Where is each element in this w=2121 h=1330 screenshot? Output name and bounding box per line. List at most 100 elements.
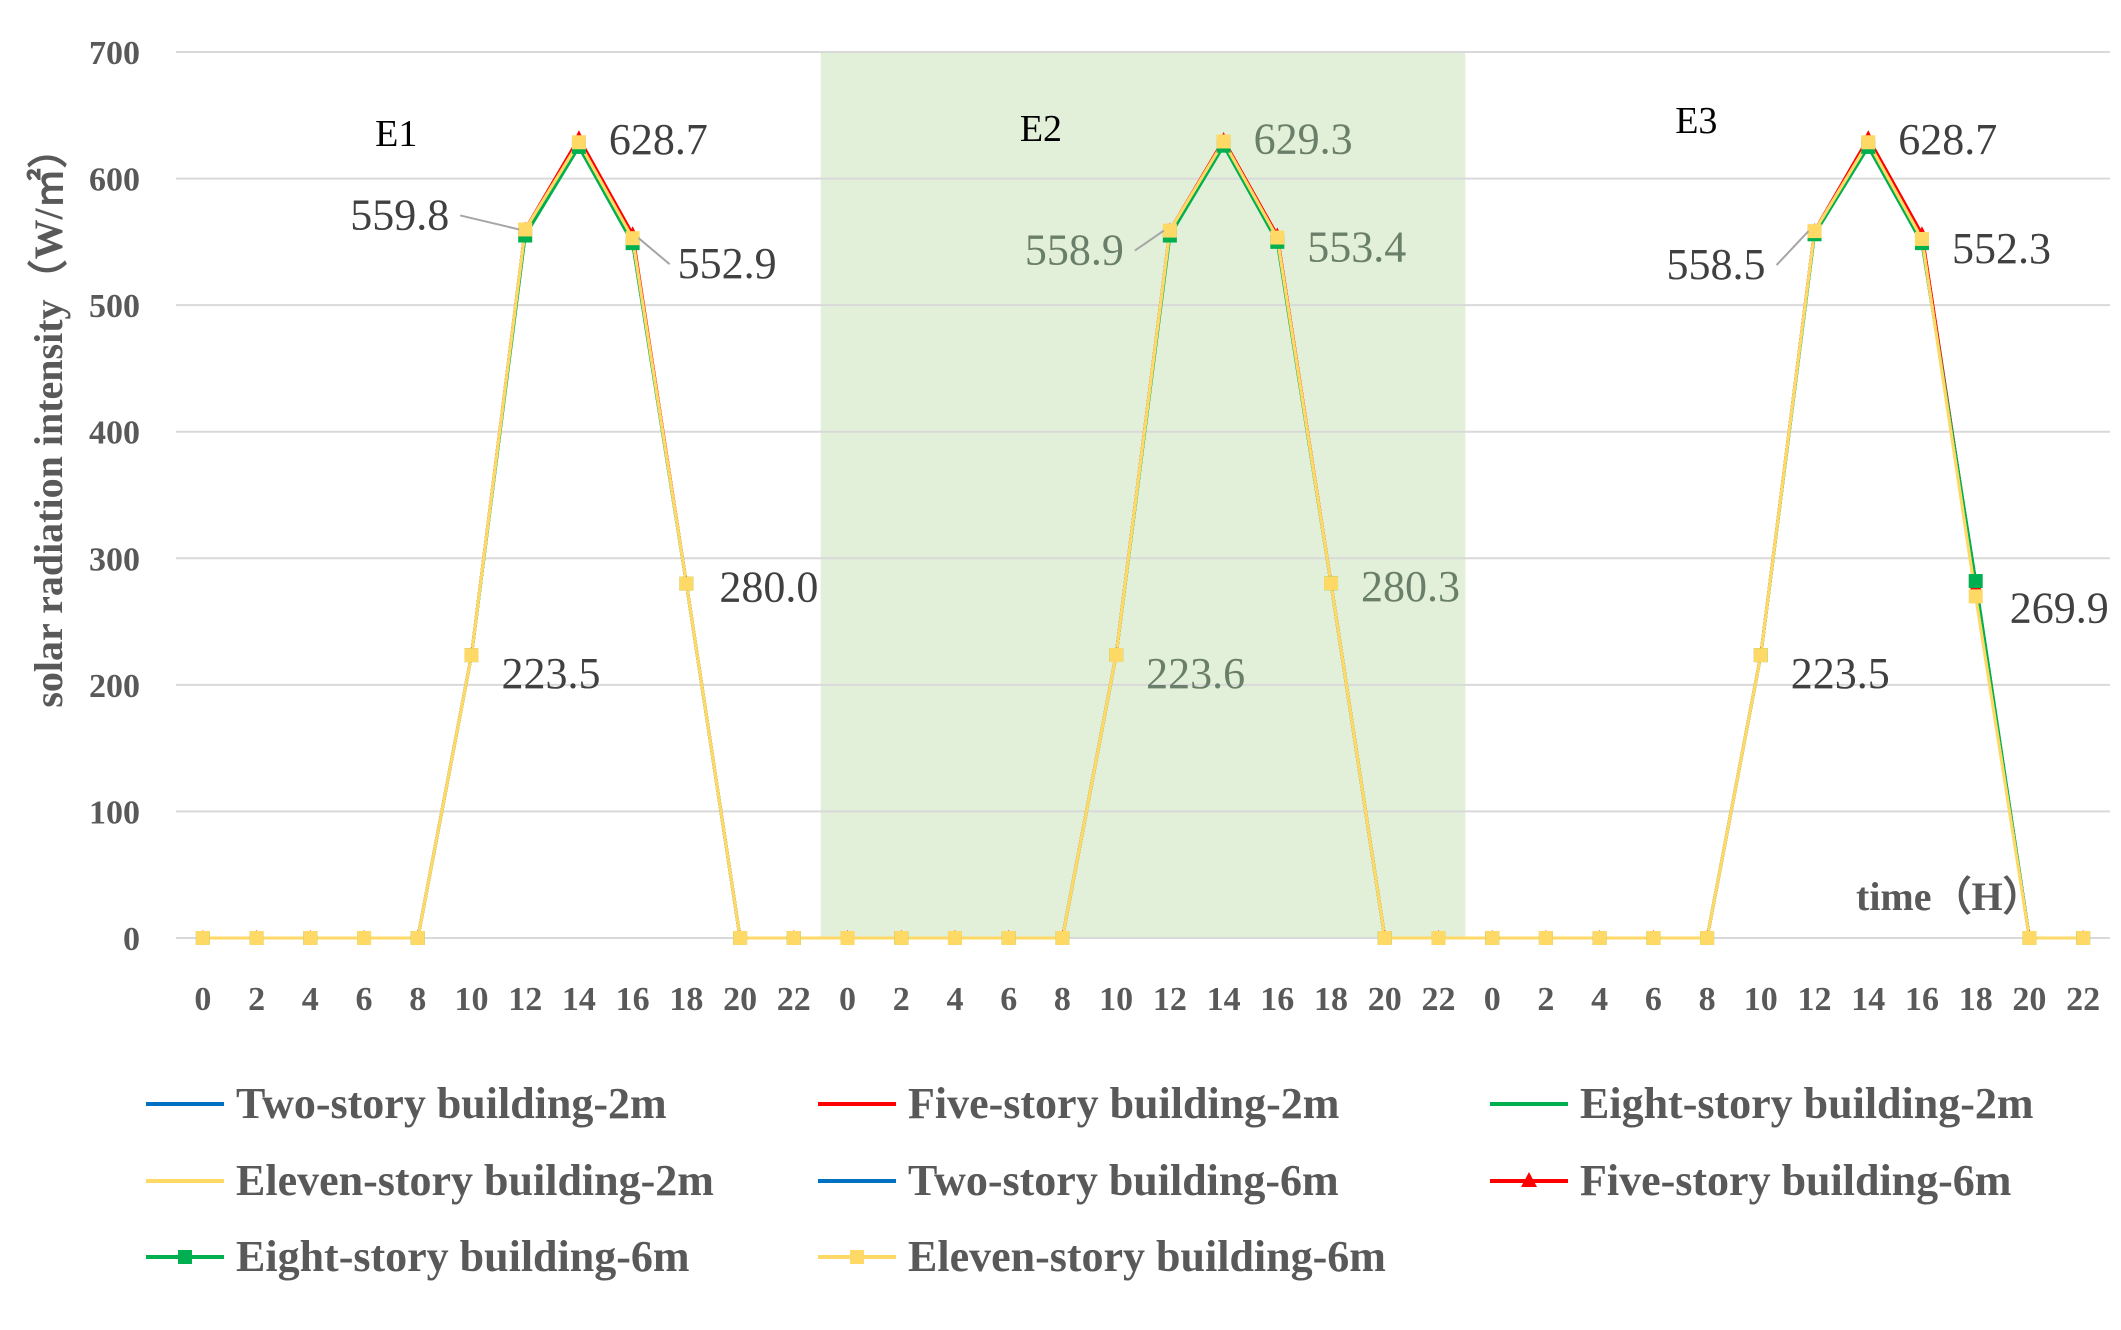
data-label: 558.9: [1025, 226, 1124, 275]
x-tick-label: 16: [1905, 981, 1939, 1018]
data-point: [1055, 931, 1070, 945]
x-tick-label: 2: [248, 981, 265, 1018]
x-tick-label: 6: [1000, 981, 1017, 1018]
data-point: [1700, 931, 1715, 945]
x-tick-label: 16: [1260, 981, 1294, 1018]
data-label: 269.9: [2010, 583, 2109, 632]
x-axis-title: time（H）: [1856, 874, 2043, 919]
x-tick-label: 18: [669, 981, 703, 1018]
data-point: [1646, 931, 1661, 945]
x-tick-label: 2: [893, 981, 910, 1018]
legend-label: Five-story building-6m: [1580, 1156, 2011, 1205]
data-point: [2022, 931, 2037, 945]
data-point: [840, 931, 855, 945]
legend-label: Eleven-story building-6m: [908, 1232, 1386, 1281]
data-point: [1001, 931, 1016, 945]
legend-item: Eight-story building-2m: [1490, 1079, 2034, 1128]
data-point: [195, 931, 210, 945]
data-label: 629.3: [1254, 114, 1353, 163]
data-point: [1968, 574, 1983, 589]
x-tick-label: 12: [1153, 981, 1187, 1018]
data-point: [1216, 134, 1231, 149]
x-tick-label: 4: [302, 981, 319, 1018]
data-point: [1324, 576, 1339, 591]
y-tick-label: 600: [89, 162, 140, 199]
data-point: [1861, 135, 1876, 150]
x-tick-label: 10: [1744, 981, 1778, 1018]
x-tick-label: 18: [1959, 981, 1993, 1018]
legend-item: Eight-story building-6m: [146, 1232, 690, 1281]
legend-item: Two-story building-2m: [146, 1079, 667, 1128]
x-tick-label: 4: [946, 981, 963, 1018]
x-tick-label: 14: [562, 981, 596, 1018]
data-point: [1592, 931, 1607, 945]
legend-marker: [1521, 1172, 1537, 1187]
legend-label: Two-story building-6m: [908, 1156, 1339, 1205]
label-leader-line: [1775, 230, 1810, 266]
data-label: 223.6: [1146, 649, 1245, 698]
data-point: [1109, 647, 1124, 662]
x-tick-label: 22: [1421, 981, 1455, 1018]
data-label: 628.7: [609, 115, 708, 164]
x-tick-label: 20: [1368, 981, 1402, 1018]
data-point: [1538, 931, 1553, 945]
data-point: [894, 931, 909, 945]
y-tick-label: 200: [89, 668, 140, 705]
data-point: [518, 222, 533, 237]
panel-label-e3: E3: [1675, 100, 1717, 142]
data-label: 552.3: [1952, 224, 2051, 273]
legend-item: Five-story building-2m: [818, 1079, 1339, 1128]
data-point: [733, 931, 748, 945]
data-point: [357, 931, 372, 945]
x-tick-label: 4: [1591, 981, 1608, 1018]
data-point: [410, 931, 425, 945]
legend-item: Eleven-story building-2m: [146, 1156, 714, 1205]
legend-label: Five-story building-2m: [908, 1079, 1339, 1128]
data-point: [303, 931, 318, 945]
legend-marker: [178, 1250, 192, 1264]
data-label: 552.9: [678, 239, 777, 288]
x-tick-label: 12: [508, 981, 542, 1018]
data-point: [786, 931, 801, 945]
x-tick-label: 10: [454, 981, 488, 1018]
data-point: [1270, 230, 1285, 245]
data-label: 553.4: [1307, 223, 1406, 272]
data-point: [1485, 931, 1500, 945]
data-point: [249, 931, 264, 945]
x-tick-label: 14: [1207, 981, 1241, 1018]
data-point: [1431, 931, 1446, 945]
legend-item: Two-story building-6m: [818, 1156, 1339, 1205]
x-tick-label: 14: [1851, 981, 1885, 1018]
data-label: 628.7: [1898, 115, 1997, 164]
data-label: 558.5: [1667, 240, 1766, 289]
y-tick-label: 700: [89, 35, 140, 72]
data-point: [625, 231, 640, 246]
data-point: [947, 931, 962, 945]
data-point: [1753, 648, 1768, 663]
data-label: 280.0: [719, 563, 818, 612]
legend-label: Eight-story building-6m: [236, 1232, 690, 1281]
y-tick-label: 0: [123, 921, 140, 958]
label-leader-line: [459, 214, 520, 231]
data-point: [1968, 589, 1983, 604]
y-tick-label: 400: [89, 415, 140, 452]
legend-item: Five-story building-6m: [1490, 1156, 2011, 1205]
x-tick-label: 8: [409, 981, 426, 1018]
x-tick-label: 2: [1537, 981, 1554, 1018]
shaded-region-e2: [820, 52, 1466, 938]
x-tick-label: 0: [839, 981, 856, 1018]
x-tick-label: 10: [1099, 981, 1133, 1018]
x-tick-label: 0: [1484, 981, 1501, 1018]
panel-label-e2: E2: [1020, 108, 1062, 150]
data-label: 223.5: [1791, 649, 1890, 698]
data-point: [1914, 231, 1929, 246]
x-tick-label: 16: [616, 981, 650, 1018]
data-point: [2076, 931, 2091, 945]
x-tick-label: 22: [777, 981, 811, 1018]
x-tick-label: 18: [1314, 981, 1348, 1018]
y-tick-label: 500: [89, 288, 140, 325]
data-point: [571, 135, 586, 150]
series-line-eleven-story-building-6m: [202, 140, 2084, 940]
